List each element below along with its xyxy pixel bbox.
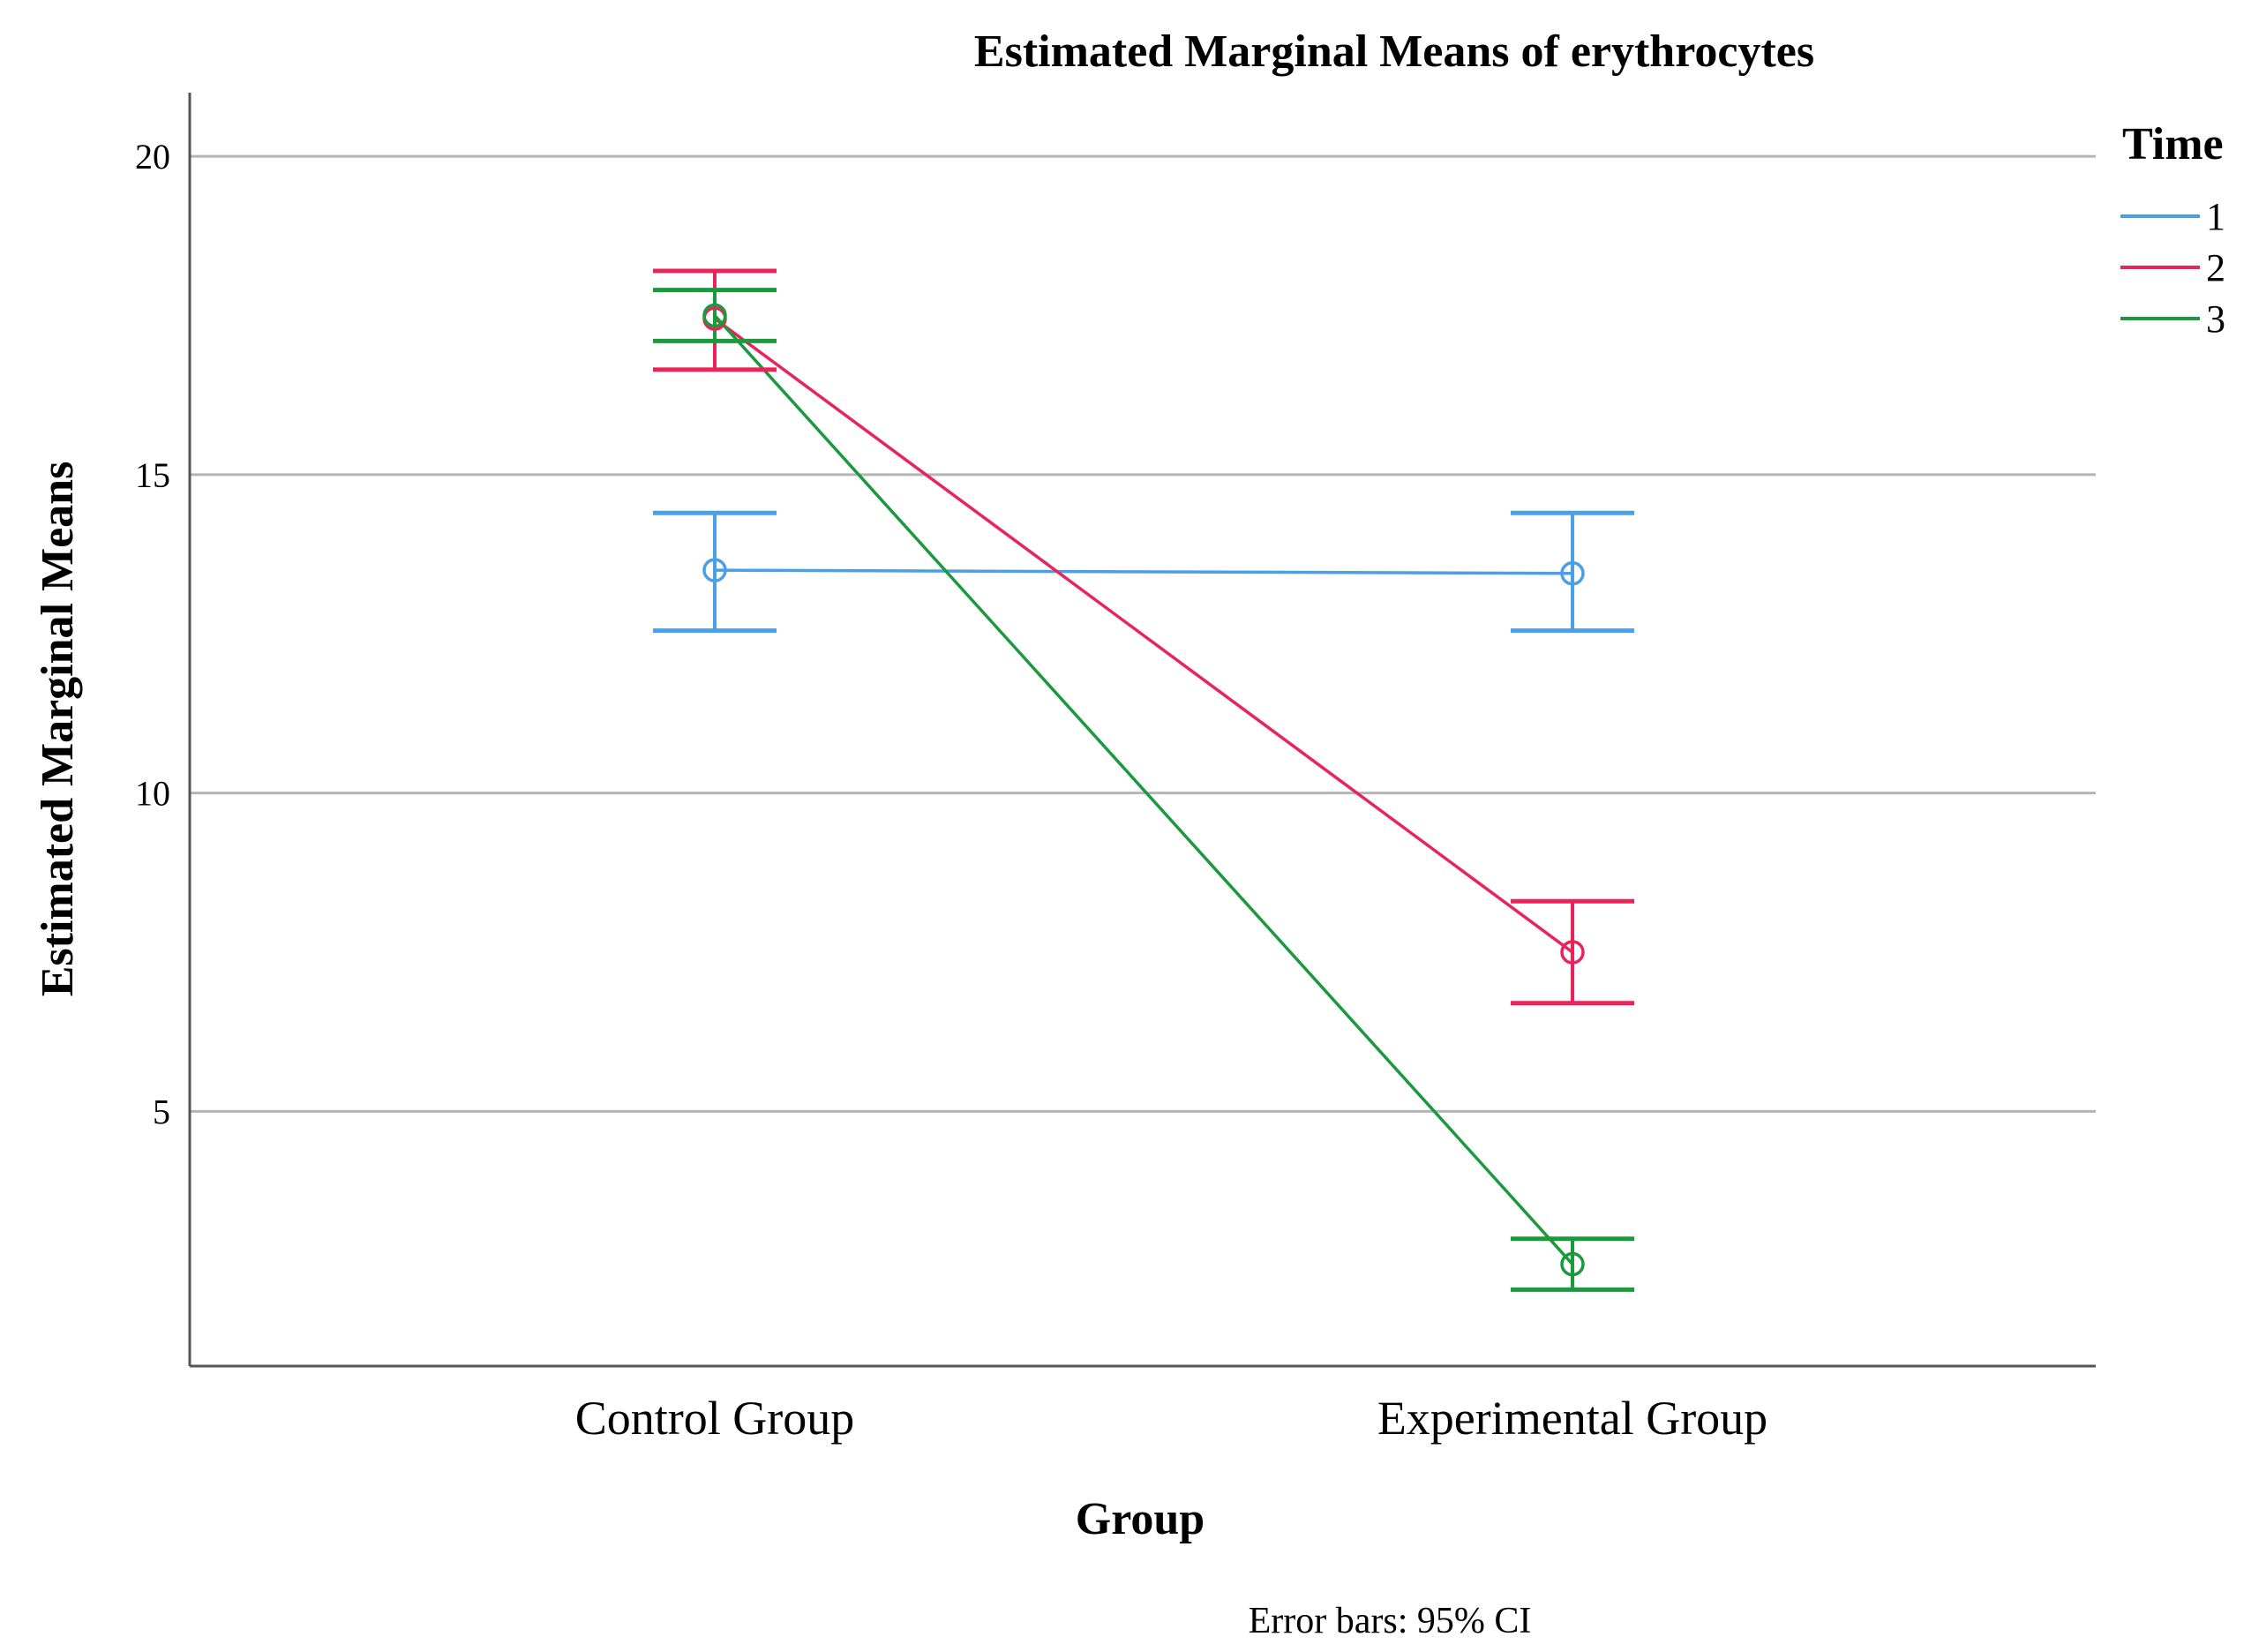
data-point <box>1560 560 1585 586</box>
y-tick-label: 15 <box>135 455 170 495</box>
series-line-time-2 <box>713 317 1574 954</box>
error-bars <box>653 268 1634 1292</box>
gridlines <box>190 154 2096 1113</box>
footnote: Error bars: 95% CI <box>1249 1601 1532 1641</box>
y-axis-title: Estimated Marginal Means <box>33 462 83 997</box>
x-category-label: Control Group <box>575 1392 855 1445</box>
legend: Time 1 2 3 <box>2120 119 2225 341</box>
y-tick-label: 10 <box>135 774 170 814</box>
series-line-time-1 <box>714 568 1573 575</box>
data-point <box>702 303 727 328</box>
legend-label: 1 <box>2206 195 2225 238</box>
x-category-label: Experimental Group <box>1377 1392 1767 1445</box>
legend-title: Time <box>2122 119 2224 169</box>
legend-label: 3 <box>2206 297 2225 341</box>
data-point <box>1560 940 1585 965</box>
chart-title: Estimated Marginal Means of erythrocytes <box>974 26 1814 77</box>
x-category-labels: Control Group Experimental Group <box>575 1392 1767 1445</box>
data-point <box>1560 1251 1585 1277</box>
points <box>702 303 1585 1277</box>
series-lines <box>713 314 1574 1265</box>
data-point <box>702 558 727 582</box>
legend-label: 2 <box>2206 246 2225 289</box>
y-tick-label: 20 <box>135 137 170 176</box>
series-line-time-3 <box>713 314 1574 1265</box>
y-tick-labels: 5 10 15 20 <box>135 137 170 1131</box>
x-axis-title: Group <box>1076 1494 1205 1544</box>
y-tick-label: 5 <box>153 1092 170 1131</box>
